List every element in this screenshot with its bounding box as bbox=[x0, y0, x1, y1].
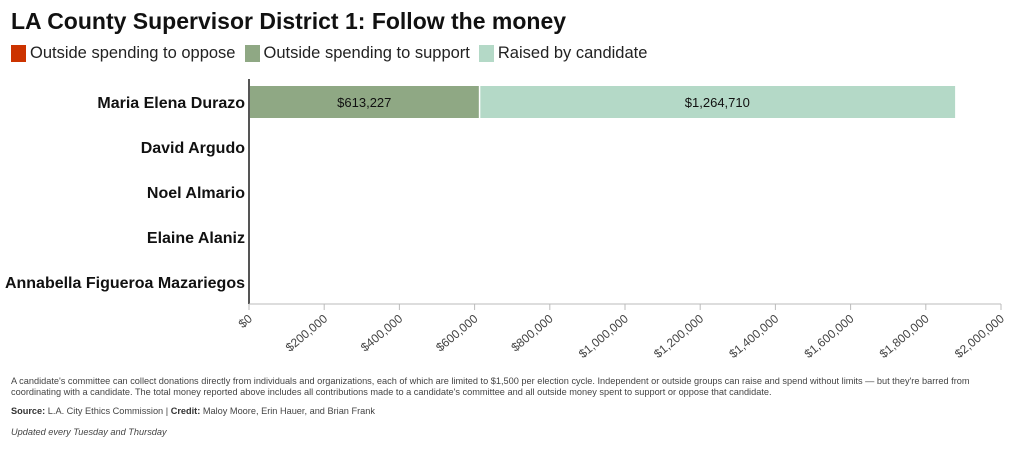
x-tick-label: $1,800,000 bbox=[877, 311, 932, 361]
x-tick-label: $400,000 bbox=[358, 311, 406, 354]
methodology-note: A candidate's committee can collect dona… bbox=[11, 376, 970, 397]
x-tick-label: $1,400,000 bbox=[726, 311, 781, 361]
bar-maria-elena-durazo-raised-by-candidate bbox=[479, 86, 956, 118]
source-line: Source: L.A. City Ethics Commission | Cr… bbox=[11, 406, 1011, 417]
bar-maria-elena-durazo-outside-spending-to-support bbox=[249, 86, 480, 118]
category-label: Elaine Alaniz bbox=[147, 230, 245, 247]
legend: Outside spending to oppose Outside spendi… bbox=[11, 44, 656, 63]
source-text: L.A. City Ethics Commission bbox=[47, 406, 164, 416]
legend-label: Outside spending to oppose bbox=[30, 44, 236, 62]
separator: | bbox=[165, 406, 169, 416]
category-label: David Argudo bbox=[141, 140, 246, 157]
x-tick-label: $2,000,000 bbox=[952, 311, 1007, 361]
legend-label: Outside spending to support bbox=[263, 44, 470, 62]
data-label: $1,264,710 bbox=[685, 95, 750, 110]
x-tick-label: $1,600,000 bbox=[802, 311, 857, 361]
legend-swatch bbox=[478, 45, 494, 62]
category-label: Maria Elena Durazo bbox=[97, 95, 245, 112]
category-label: Annabella Figueroa Mazariegos bbox=[5, 275, 245, 292]
credit-text: Maloy Moore, Erin Hauer, and Brian Frank bbox=[202, 406, 375, 416]
legend-item-outside-spending-to-support: Outside spending to support bbox=[244, 44, 470, 63]
x-tick-label: $1,200,000 bbox=[651, 311, 706, 361]
legend-swatch bbox=[11, 45, 26, 62]
legend-item-outside-spending-to-oppose: Outside spending to oppose bbox=[11, 44, 236, 63]
data-label: $613,227 bbox=[337, 95, 391, 110]
legend-swatch bbox=[244, 45, 260, 62]
category-label: Noel Almario bbox=[147, 185, 245, 202]
x-tick-label: $1,000,000 bbox=[576, 311, 631, 361]
x-tick-label: $600,000 bbox=[433, 311, 481, 354]
bar-chart: Maria Elena Durazo David Argudo Noel Almar… bbox=[5, 79, 1007, 361]
notes: A candidate's committee can collect dona… bbox=[11, 376, 1011, 438]
chart-title: LA County Supervisor District 1: Follow … bbox=[11, 8, 567, 34]
update-schedule: Updated every Tuesday and Thursday bbox=[11, 427, 167, 437]
x-tick-label: $0 bbox=[236, 311, 255, 331]
x-tick-label: $800,000 bbox=[508, 311, 556, 354]
source-label: Source: bbox=[11, 406, 46, 416]
legend-label: Raised by candidate bbox=[497, 44, 648, 62]
credit-label: Credit: bbox=[170, 406, 201, 416]
x-tick-label: $200,000 bbox=[283, 311, 331, 354]
legend-item-raised-by-candidate: Raised by candidate bbox=[478, 44, 648, 63]
